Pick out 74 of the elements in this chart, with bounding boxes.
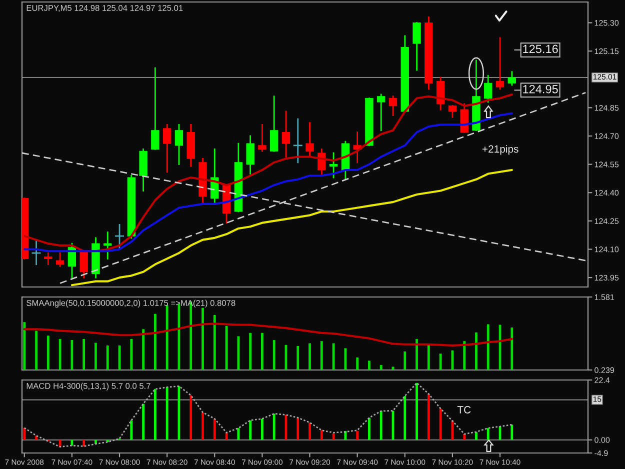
y-tick-label: 124.70: [594, 133, 619, 140]
bar: [249, 420, 252, 440]
bar: [486, 428, 490, 440]
bar: [23, 428, 26, 440]
y-tick-label: 124.10: [594, 246, 619, 252]
candlestick: [329, 152, 338, 178]
y-tick-label: 124.55: [594, 162, 619, 168]
bar: [190, 395, 192, 440]
bar: [142, 404, 144, 440]
candlestick: [484, 74, 492, 103]
annotation: 124.95: [523, 84, 558, 94]
candlestick: [306, 122, 314, 158]
bar: [463, 434, 466, 440]
candlestick: [353, 132, 362, 164]
y-tick-label: 125.30: [594, 20, 619, 26]
candlestick: [210, 148, 219, 203]
bar: [272, 414, 276, 440]
bar: [510, 424, 514, 440]
bar: [213, 418, 216, 440]
candlestick: [508, 71, 516, 86]
bar: [261, 418, 264, 440]
y-tick-label: 123.95: [594, 274, 619, 281]
bar: [166, 387, 168, 440]
candlestick: [258, 124, 266, 152]
y-tick-label: 22.4: [594, 377, 610, 383]
candlestick: [293, 118, 302, 164]
annotation: +21pips: [482, 145, 518, 155]
candlestick: [377, 94, 386, 132]
y-tick-label: 0.00: [594, 437, 610, 443]
bar: [237, 428, 240, 440]
candlestick: [56, 252, 64, 267]
candlestick: [460, 103, 468, 133]
line-series: [23, 322, 513, 347]
bar: [82, 440, 86, 446]
candlestick: [388, 96, 398, 116]
y-tick-label: 124.40: [594, 190, 619, 196]
bar: [308, 422, 311, 440]
y-tick-label: 124.85: [594, 104, 619, 111]
y-tick-label: 0.239: [594, 367, 614, 373]
candlestick: [496, 37, 504, 90]
candlestick: [151, 67, 160, 150]
bar: [296, 418, 300, 440]
candlestick: [448, 105, 457, 118]
bar: [106, 440, 109, 442]
chart-title: EURJPY,M5 124.98 125.04 124.97 125.01: [26, 5, 183, 12]
y-tick-label: -4.9: [594, 450, 608, 456]
bar: [320, 430, 323, 440]
candlestick: [80, 250, 88, 278]
bar: [344, 431, 347, 440]
candlestick: [412, 22, 421, 71]
bar: [202, 412, 204, 440]
annotation: 125.16: [523, 44, 558, 54]
y-tick-label: 124.25: [594, 218, 619, 224]
bar: [380, 411, 382, 440]
annotation: TC: [457, 406, 471, 414]
bar: [130, 420, 133, 440]
bar: [356, 431, 359, 440]
bar: [475, 432, 478, 440]
chart-title: MACD H4-300(5,13,1) 5.7 0.0 5.7: [26, 382, 150, 391]
candlestick: [282, 110, 290, 158]
bar: [427, 394, 430, 440]
bar: [404, 396, 406, 440]
candlestick: [174, 124, 184, 166]
candlestick: [162, 124, 172, 173]
candlestick: [246, 135, 254, 174]
y-tick-label: 1.581: [594, 294, 614, 300]
candlestick: [270, 96, 278, 152]
bar: [416, 382, 418, 440]
bar: [368, 418, 370, 440]
candlestick: [104, 232, 112, 260]
y-tick-label: 125.15: [594, 48, 619, 54]
candlestick: [44, 252, 52, 266]
line-series: [70, 168, 513, 286]
bar: [154, 389, 156, 440]
